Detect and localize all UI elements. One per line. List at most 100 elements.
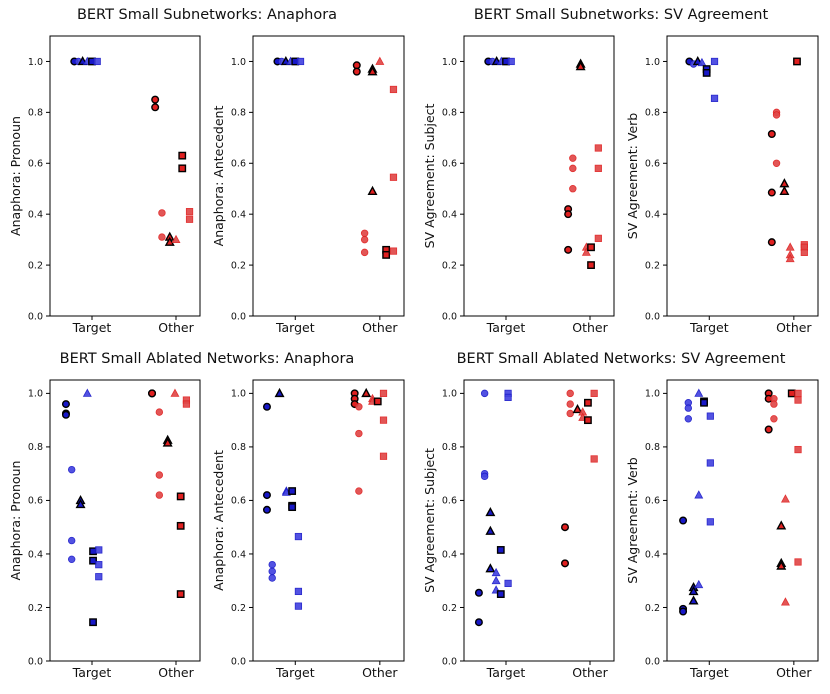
- y-tick-label: 0.6: [28, 496, 43, 507]
- y-tick-label: 0.4: [442, 209, 457, 220]
- subplot-6: 0.0 0.2 0.4 0.6 0.8 1.0 Target Other Anaphora: A…: [211, 379, 405, 680]
- y-tick-label: 0.8: [231, 442, 246, 453]
- y-tick-label: 1.0: [645, 389, 660, 400]
- other-square-point: [379, 452, 388, 460]
- target-triangle-point: [688, 595, 699, 605]
- y-tick-label: 1.0: [28, 57, 43, 68]
- target-triangle-point: [694, 490, 704, 499]
- x-tick-label-target: Target: [486, 320, 526, 335]
- title-top-left: BERT Small Subnetworks: Anaphora: [77, 7, 337, 23]
- target-triangle-point: [688, 585, 699, 596]
- x-tick-label-target: Target: [72, 320, 112, 335]
- other-square-point: [594, 164, 602, 172]
- y-tick-label: 0.4: [28, 549, 43, 560]
- target-square-point: [710, 57, 719, 66]
- target-triangle-point: [274, 387, 285, 398]
- x-tick-label-other: Other: [158, 665, 194, 680]
- y-tick-label: 0.4: [442, 549, 457, 560]
- x-tick-label-target: Target: [486, 665, 526, 680]
- other-square-point: [800, 248, 808, 256]
- target-square-point: [496, 590, 505, 598]
- target-circle-point: [67, 536, 76, 545]
- target-circle-point: [61, 410, 70, 419]
- subplot-2: 0.0 0.2 0.4 0.6 0.8 1.0 Target Other Anaphora: A…: [211, 35, 405, 335]
- target-circle-point: [474, 618, 483, 627]
- y-tick-label: 0.2: [231, 260, 246, 271]
- other-circle-point: [566, 400, 574, 408]
- other-square-point: [587, 261, 595, 269]
- other-square-point: [178, 151, 187, 160]
- target-square-point: [288, 503, 297, 512]
- other-circle-point: [566, 389, 574, 398]
- target-square-point: [710, 94, 719, 102]
- y-tick-label: 0.0: [442, 656, 457, 667]
- other-square-point: [584, 416, 592, 425]
- other-square-point: [176, 521, 185, 530]
- x-tick-label-target: Target: [275, 320, 315, 335]
- x-tick-label-other: Other: [572, 665, 608, 680]
- y-tick-label: 0.4: [28, 209, 43, 220]
- other-circle-point: [355, 487, 363, 495]
- other-triangle-point: [162, 437, 173, 447]
- other-circle-point: [355, 403, 363, 411]
- x-tick-label-target: Target: [275, 665, 315, 680]
- other-square-point: [794, 396, 802, 404]
- other-square-point: [584, 398, 592, 407]
- target-triangle-point: [82, 388, 92, 397]
- y-tick-label: 0.4: [645, 209, 660, 220]
- other-triangle-point: [171, 234, 181, 244]
- x-tick-label-other: Other: [158, 320, 194, 335]
- other-triangle-point: [785, 253, 795, 263]
- x-tick-label-other: Other: [362, 320, 398, 335]
- y-axis-label: Anaphora: Antecedent: [211, 450, 226, 591]
- other-circle-point: [155, 408, 164, 416]
- other-circle-point: [360, 248, 369, 257]
- target-square-point: [700, 398, 708, 407]
- target-circle-point: [480, 389, 489, 398]
- y-tick-label: 0.8: [442, 108, 457, 119]
- target-square-point: [288, 487, 297, 495]
- other-triangle-point: [170, 388, 180, 397]
- other-circle-point: [352, 61, 361, 70]
- other-triangle-point: [780, 494, 790, 503]
- y-tick-label: 0.8: [28, 442, 43, 453]
- other-triangle-point: [776, 520, 787, 530]
- target-circle-point: [67, 555, 76, 564]
- target-square-point: [702, 69, 711, 77]
- target-square-point: [95, 573, 103, 581]
- other-circle-point: [360, 235, 369, 244]
- other-circle-point: [561, 559, 570, 568]
- other-square-point: [185, 208, 194, 216]
- target-circle-point: [679, 516, 688, 525]
- other-circle-point: [155, 471, 164, 479]
- x-tick-label-other: Other: [362, 665, 398, 680]
- y-tick-label: 1.0: [442, 389, 457, 400]
- other-square-point: [787, 389, 796, 398]
- y-tick-label: 0.6: [231, 159, 246, 170]
- y-tick-label: 0.2: [645, 603, 660, 614]
- other-square-point: [594, 144, 602, 152]
- other-circle-point: [764, 425, 773, 434]
- other-circle-point: [148, 389, 157, 398]
- other-square-point: [793, 57, 801, 66]
- target-square-point: [504, 393, 512, 401]
- y-tick-label: 0.4: [645, 549, 660, 560]
- target-triangle-point: [491, 575, 501, 585]
- y-tick-label: 0.0: [645, 311, 660, 322]
- other-circle-point: [770, 400, 778, 408]
- axes-frame: [49, 35, 201, 317]
- subplot-8: 0.0 0.2 0.4 0.6 0.8 1.0 Target Other SV Agreemen…: [625, 379, 819, 680]
- other-triangle-point: [779, 178, 790, 188]
- other-circle-point: [151, 95, 160, 104]
- axes-frame: [666, 35, 819, 317]
- other-circle-point: [770, 415, 778, 423]
- target-circle-point: [684, 415, 693, 423]
- other-circle-point: [767, 238, 776, 247]
- x-tick-label-target: Target: [72, 665, 112, 680]
- y-tick-label: 0.2: [231, 603, 246, 614]
- other-square-point: [176, 492, 185, 501]
- other-circle-point: [564, 245, 573, 254]
- x-tick-label-target: Target: [689, 665, 729, 680]
- other-square-point: [587, 243, 595, 252]
